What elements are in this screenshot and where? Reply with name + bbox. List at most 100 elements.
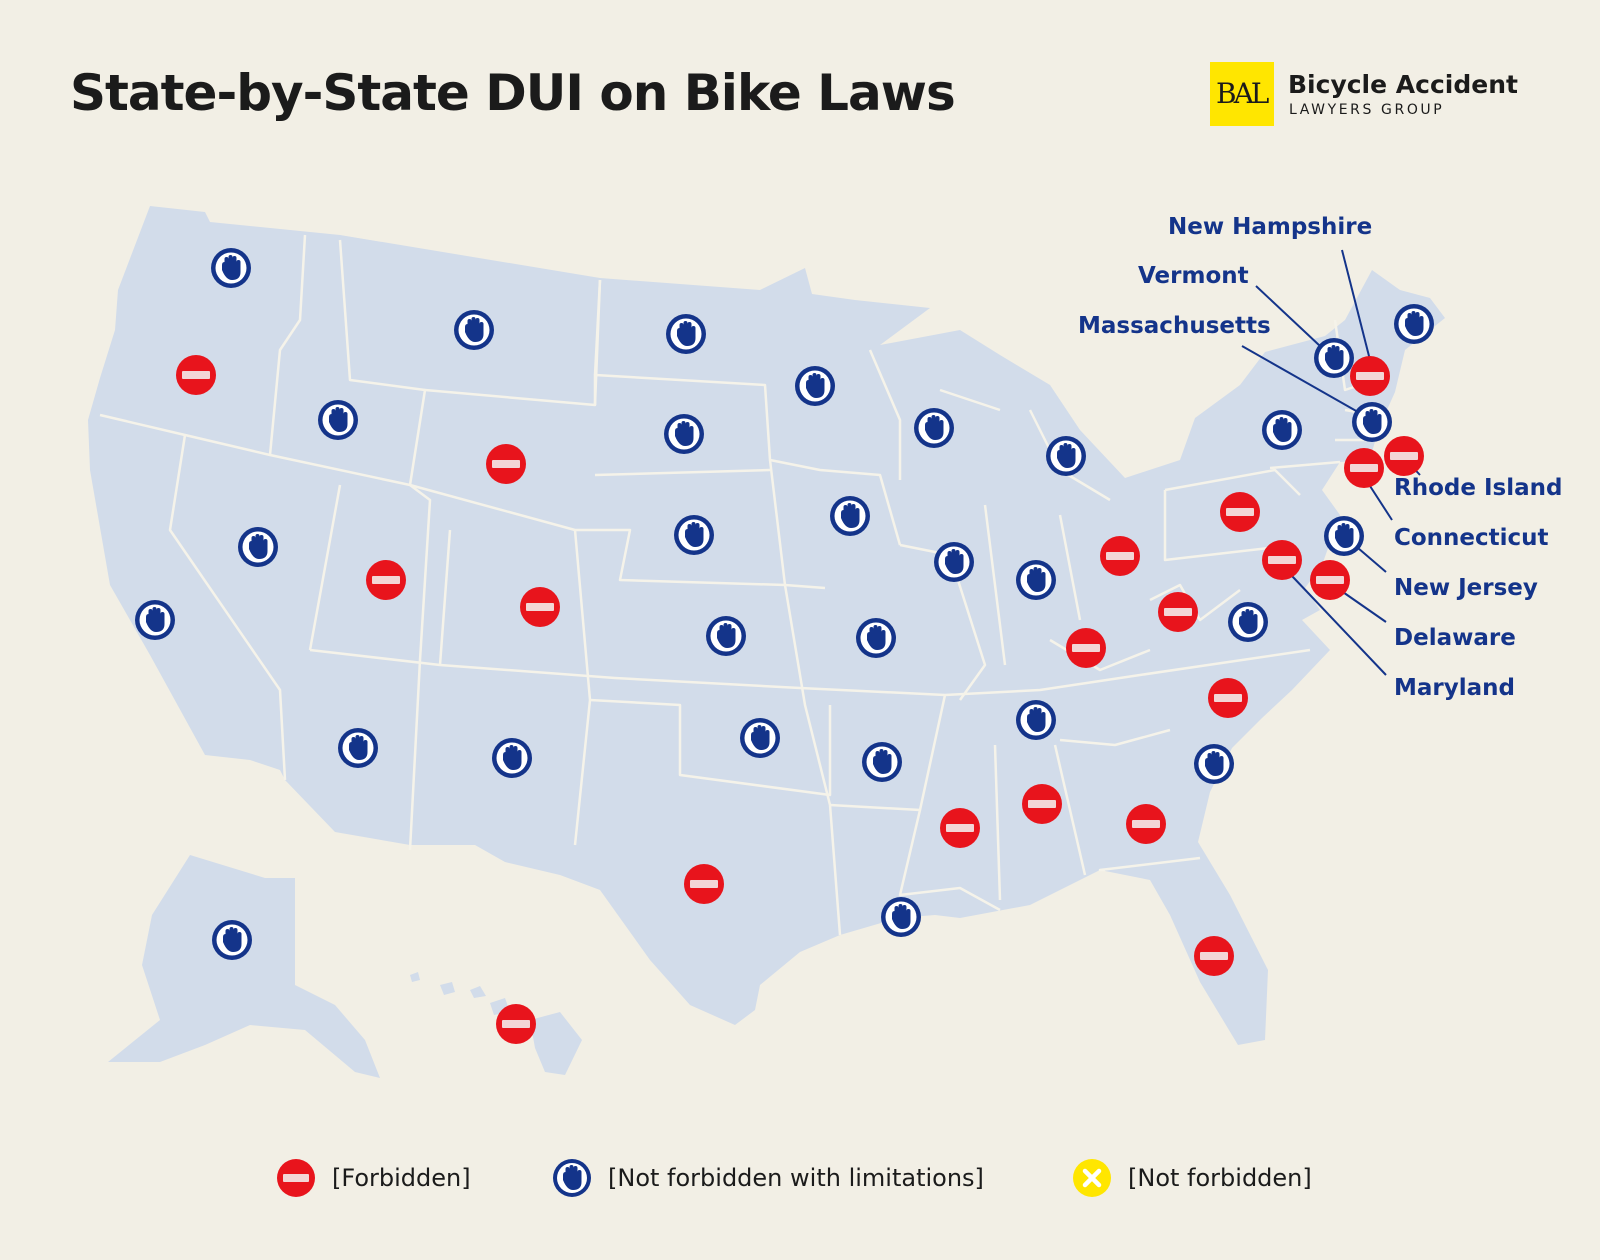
marker-hawaii[interactable]: [496, 1004, 536, 1044]
marker-vermont[interactable]: [1314, 338, 1354, 378]
contiguous-us-shape: [88, 206, 1445, 1045]
hand-glyph: [1325, 345, 1344, 370]
callout-line-vermont: [1255, 285, 1321, 347]
marker-mississippi[interactable]: [940, 808, 980, 848]
marker-wisconsin[interactable]: [914, 408, 954, 448]
marker-maine[interactable]: [1394, 304, 1434, 344]
callout-line-maryland: [1291, 575, 1387, 676]
hand-glyph: [1057, 443, 1076, 468]
hand-glyph: [677, 321, 696, 346]
logo-company-name: Bicycle Accident: [1288, 70, 1518, 99]
company-logo[interactable]: BAL Bicycle Accident LAWYERS GROUP: [1210, 62, 1540, 126]
hand-glyph: [1205, 751, 1224, 776]
no-entry-bar: [1316, 576, 1344, 584]
marker-new-mexico[interactable]: [492, 738, 532, 778]
callout-line-delaware: [1339, 589, 1387, 623]
hand-glyph: [675, 421, 694, 446]
marker-california[interactable]: [135, 600, 175, 640]
marker-illinois[interactable]: [934, 542, 974, 582]
marker-kentucky[interactable]: [1066, 628, 1106, 668]
marker-utah[interactable]: [366, 560, 406, 600]
marker-delaware[interactable]: [1310, 560, 1350, 600]
marker-minnesota[interactable]: [795, 366, 835, 406]
hand-glyph: [806, 373, 825, 398]
callout-label-massachusetts: Massachusetts: [1078, 313, 1271, 339]
marker-south-carolina[interactable]: [1194, 744, 1234, 784]
no-entry-bar: [1164, 608, 1192, 616]
callout-line-new-hampshire: [1341, 249, 1371, 361]
no-entry-bar: [1214, 694, 1242, 702]
callout-line-connecticut: [1369, 485, 1393, 521]
marker-virginia[interactable]: [1228, 602, 1268, 642]
marker-kansas[interactable]: [706, 616, 746, 656]
marker-nevada[interactable]: [238, 527, 278, 567]
legend-limited: [Not forbidden with limitations]: [552, 1158, 984, 1198]
marker-new-hampshire[interactable]: [1350, 356, 1390, 396]
hand-glyph: [146, 607, 165, 632]
marker-florida[interactable]: [1194, 936, 1234, 976]
hand-glyph: [1239, 609, 1258, 634]
hand-glyph: [1335, 523, 1354, 548]
no-entry-bar: [1200, 952, 1228, 960]
marker-michigan[interactable]: [1046, 436, 1086, 476]
logo-mark: BAL: [1210, 62, 1274, 126]
map-land: [88, 206, 1445, 1078]
no-entry-bar: [1226, 508, 1254, 516]
marker-pennsylvania[interactable]: [1220, 492, 1260, 532]
marker-maryland[interactable]: [1262, 540, 1302, 580]
legend-label-not-forbidden: [Not forbidden]: [1128, 1164, 1312, 1192]
marker-colorado[interactable]: [520, 587, 560, 627]
hand-glyph: [223, 927, 242, 952]
marker-texas[interactable]: [684, 864, 724, 904]
hand-glyph: [503, 745, 522, 770]
no-entry-bar: [1132, 820, 1160, 828]
legend-label-forbidden: [Forbidden]: [332, 1164, 471, 1192]
marker-wyoming[interactable]: [486, 444, 526, 484]
no-entry-bar: [492, 460, 520, 468]
marker-washington[interactable]: [211, 248, 251, 288]
marker-new-york[interactable]: [1262, 410, 1302, 450]
marker-georgia[interactable]: [1126, 804, 1166, 844]
marker-montana[interactable]: [454, 310, 494, 350]
hand-glyph: [892, 904, 911, 929]
marker-arizona[interactable]: [338, 728, 378, 768]
marker-south-dakota[interactable]: [664, 414, 704, 454]
no-entry-bar: [372, 576, 400, 584]
hand-glyph: [465, 317, 484, 342]
marker-louisiana[interactable]: [881, 897, 921, 937]
callout-label-connecticut: Connecticut: [1394, 525, 1549, 551]
marker-massachusetts[interactable]: [1352, 402, 1392, 442]
hand-glyph: [945, 549, 964, 574]
callout-line-new-jersey: [1357, 547, 1387, 573]
marker-ohio[interactable]: [1100, 536, 1140, 576]
no-entry-bar: [1356, 372, 1384, 380]
marker-tennessee[interactable]: [1016, 700, 1056, 740]
marker-oklahoma[interactable]: [740, 718, 780, 758]
marker-oregon[interactable]: [176, 355, 216, 395]
marker-connecticut[interactable]: [1344, 448, 1384, 488]
state-borders: [99, 234, 1376, 936]
marker-alabama[interactable]: [1022, 784, 1062, 824]
callout-label-rhode-island: Rhode Island: [1394, 475, 1562, 501]
marker-new-jersey[interactable]: [1324, 516, 1364, 556]
marker-west-virginia[interactable]: [1158, 592, 1198, 632]
hand-glyph: [1405, 311, 1424, 336]
marker-missouri[interactable]: [856, 618, 896, 658]
marker-idaho[interactable]: [318, 400, 358, 440]
legend-not-forbidden: [Not forbidden]: [1072, 1158, 1312, 1198]
hand-glyph: [873, 749, 892, 774]
marker-iowa[interactable]: [830, 496, 870, 536]
hand-glyph: [685, 522, 704, 547]
hawaii-shape: [410, 972, 582, 1075]
marker-nebraska[interactable]: [674, 515, 714, 555]
marker-north-carolina[interactable]: [1208, 678, 1248, 718]
callout-labels: New Hampshire Vermont Massachusetts Rhode I…: [1078, 214, 1562, 701]
marker-indiana[interactable]: [1016, 560, 1056, 600]
hand-glyph: [841, 503, 860, 528]
marker-north-dakota[interactable]: [666, 314, 706, 354]
no-entry-bar: [1350, 464, 1378, 472]
hand-glyph: [1363, 409, 1382, 434]
marker-alaska[interactable]: [212, 920, 252, 960]
marker-arkansas[interactable]: [862, 742, 902, 782]
marker-rhode-island[interactable]: [1384, 436, 1424, 476]
